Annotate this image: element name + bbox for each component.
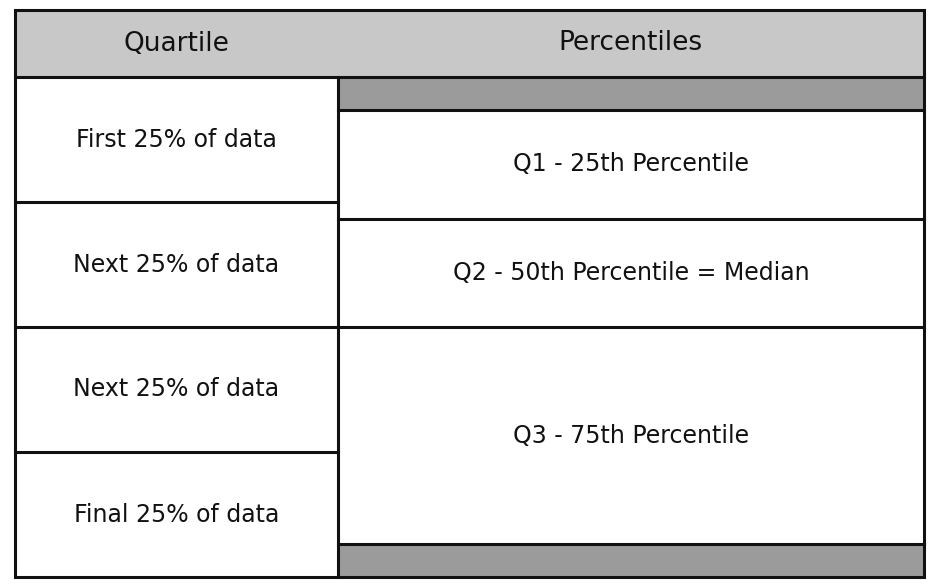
Bar [15,202,338,327]
Bar [338,218,924,327]
Bar [338,544,924,577]
Bar [338,77,924,110]
Text: Q2 - 50th Percentile = Median: Q2 - 50th Percentile = Median [453,261,809,285]
Text: Next 25% of data: Next 25% of data [73,377,280,402]
Bar [338,110,924,218]
Text: Percentiles: Percentiles [559,31,703,56]
Bar [15,10,924,77]
Text: Next 25% of data: Next 25% of data [73,252,280,276]
Text: Quartile: Quartile [123,31,229,56]
Text: Q1 - 25th Percentile: Q1 - 25th Percentile [513,152,748,176]
Text: Final 25% of data: Final 25% of data [73,502,279,527]
Bar [15,452,338,577]
Bar [15,77,338,202]
Text: First 25% of data: First 25% of data [76,127,277,151]
Bar [338,327,924,544]
Bar [15,327,338,452]
Text: Q3 - 75th Percentile: Q3 - 75th Percentile [513,423,749,447]
